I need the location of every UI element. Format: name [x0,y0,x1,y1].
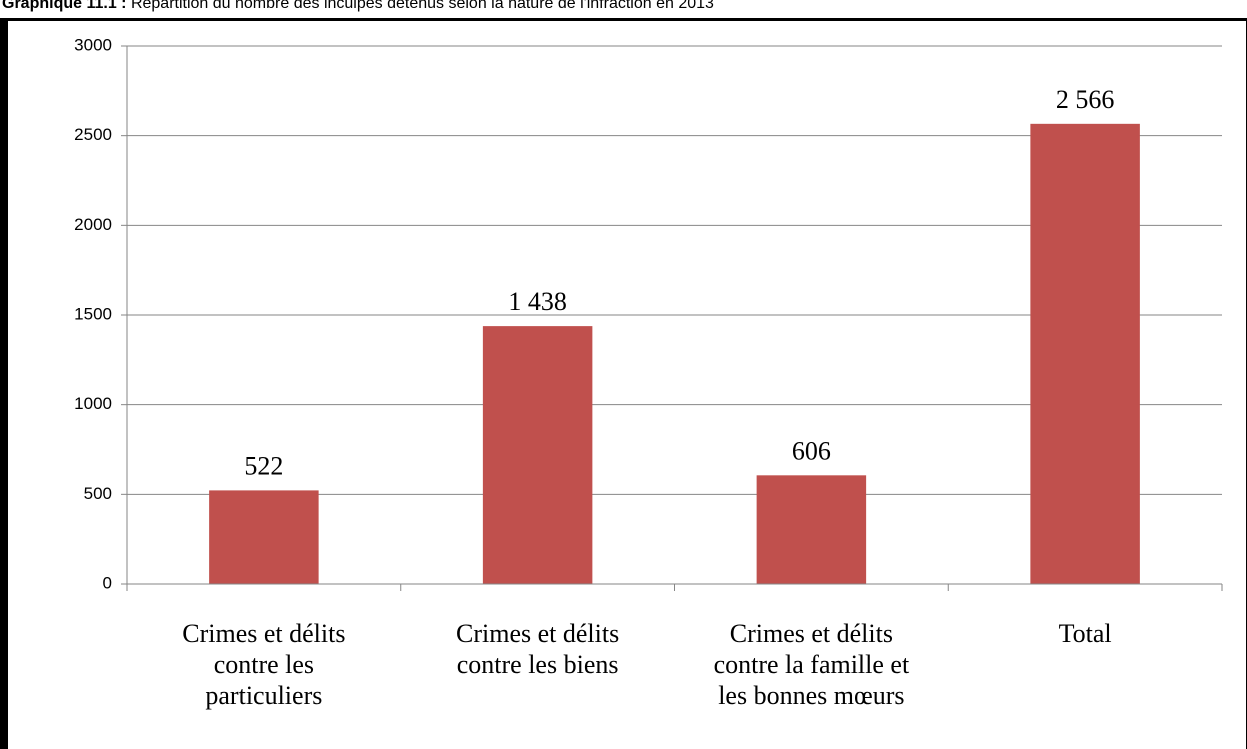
y-tick-label: 3000 [74,35,112,54]
bar [482,326,593,584]
y-tick-label: 1500 [74,304,112,323]
x-tick-label: Crimes et délits contre la famille et le… [713,619,910,710]
title-prefix: Graphique 11.1 : [2,0,127,12]
x-tick-label: Total [1058,619,1112,648]
y-tick-label: 500 [84,484,112,503]
data-label: 2 566 [1056,85,1115,114]
y-tick-label: 2000 [74,215,112,234]
data-label: 522 [244,451,283,480]
x-tick-label: Crimes et délits contre les particuliers [182,619,346,710]
title: Graphique 11.1 : Répartition du nombre d… [2,0,714,13]
data-label: 606 [792,436,831,465]
y-tick-label: 1000 [74,394,112,413]
x-tick-label: Crimes et délits contre les biens [456,619,620,679]
y-tick-label: 2500 [74,125,112,144]
bar [209,490,319,584]
chart-title: Répartition du nombre des inculpés déten… [130,0,714,12]
y-tick-label: 0 [103,573,112,592]
bar [756,475,867,584]
bar [1030,123,1140,585]
data-label: 1 438 [508,287,567,316]
